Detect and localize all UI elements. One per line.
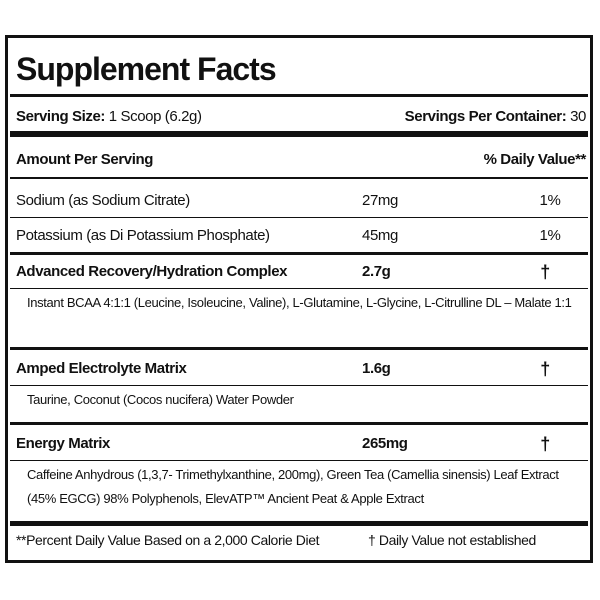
value: 1 Scoop (6.2g) xyxy=(108,108,202,125)
blend-ingredients: Caffeine Anhydrous (1,3,7- Trimethylxant… xyxy=(27,467,559,506)
title: Supplement Facts xyxy=(16,51,277,87)
footnote: † Daily Value not established xyxy=(368,532,536,548)
rule xyxy=(10,217,588,218)
rule xyxy=(10,94,588,97)
blend-ingredients: Instant BCAA 4:1:1 (Leucine, Isoleucine,… xyxy=(27,295,572,310)
nutrient-amount: 45mg xyxy=(362,227,398,244)
nutrient-name: Potassium (as Di Potassium Phosphate) xyxy=(16,227,270,244)
rule xyxy=(10,523,588,526)
rule xyxy=(10,347,588,350)
servings-per-container: Servings Per Container: 30 xyxy=(404,108,587,126)
blend-name: Advanced Recovery/Hydration Complex xyxy=(16,263,288,280)
serving-size: Serving Size: 1 Scoop (6.2g) xyxy=(16,108,202,126)
blend-amount: 1.6g xyxy=(362,360,391,377)
amount-header: Amount Per Serving xyxy=(16,151,153,168)
blend-dv: † xyxy=(540,434,550,454)
rule xyxy=(10,288,588,289)
blend-dv: † xyxy=(540,359,550,379)
label-border xyxy=(5,35,593,563)
label: Serving Size: xyxy=(16,108,105,125)
blend-amount: 265mg xyxy=(362,435,408,452)
footnote: **Percent Daily Value Based on a 2,000 C… xyxy=(16,532,320,548)
blend-name: Amped Electrolyte Matrix xyxy=(16,360,187,377)
rule xyxy=(10,385,588,386)
nutrient-dv: 1% xyxy=(539,227,561,244)
rule xyxy=(10,422,588,425)
rule xyxy=(10,131,588,137)
nutrient-dv: 1% xyxy=(539,192,561,209)
nutrient-name: Sodium (as Sodium Citrate) xyxy=(16,192,190,209)
rule xyxy=(10,252,588,255)
value: 30 xyxy=(570,108,586,125)
blend-name: Energy Matrix xyxy=(16,435,110,452)
blend-ingredients: Taurine, Coconut (Cocos nucifera) Water … xyxy=(27,392,294,407)
blend-dv: † xyxy=(540,262,550,282)
rule xyxy=(10,177,588,179)
nutrient-amount: 27mg xyxy=(362,192,398,209)
rule xyxy=(10,521,588,524)
dv-header: % Daily Value** xyxy=(483,151,587,168)
blend-amount: 2.7g xyxy=(362,263,391,280)
label: Servings Per Container: xyxy=(404,108,567,125)
rule xyxy=(10,460,588,461)
